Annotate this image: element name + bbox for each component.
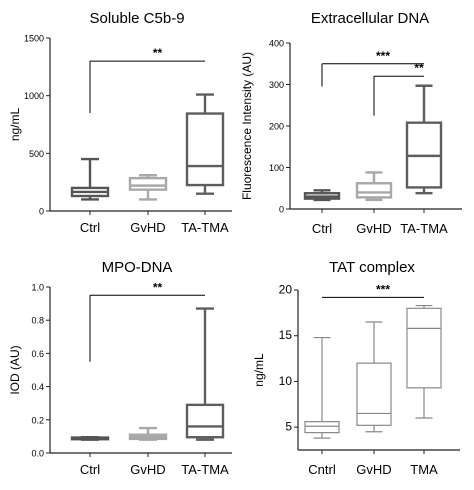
y-tick-label: 0.8 (31, 316, 44, 326)
y-tick-label: 0.2 (31, 415, 44, 425)
box-1 (70, 436, 110, 441)
y-tick-label: 0.0 (31, 449, 44, 459)
iqr-box (356, 362, 392, 426)
chart-panel-1: Soluble C5b-9 ng/mL 0 500 1000 1500 Ctrl GvHD TA… (8, 10, 232, 235)
box-1 (304, 336, 340, 439)
y-tick-label: 20 (279, 283, 293, 297)
x-category-label: GvHD (356, 221, 391, 236)
box-2 (355, 171, 393, 202)
x-category-label: TMA (410, 462, 438, 477)
y-tick-label: 0.6 (31, 349, 44, 359)
x-category-label: GvHD (356, 462, 391, 477)
chart-panel-3: MPO-DNA IOD (AU) 0.0 0.2 0.4 0.6 0.8 1.0 Ctrl GvH… (8, 259, 232, 477)
y-tick-label: 5 (285, 420, 292, 434)
significance-label: ** (414, 61, 424, 75)
x-category-label: TA-TMA (400, 221, 448, 236)
chart-panel-4: TAT complex ng/mL 5 10 15 20 Cntrl GvHD TMA *** (252, 259, 460, 477)
chart-title: MPO-DNA (102, 259, 173, 276)
y-tick-label: 500 (29, 149, 44, 159)
x-category-label: Ctrl (312, 221, 332, 236)
x-category-label: TA-TMA (181, 462, 229, 477)
box-1 (70, 157, 110, 201)
box-2 (356, 321, 392, 433)
significance-label: ** (153, 280, 163, 294)
box-3 (185, 307, 225, 441)
x-category-label: TA-TMA (181, 220, 229, 235)
y-tick-label: 15 (279, 328, 293, 342)
significance-bracket: ** (89, 46, 205, 113)
iqr-box (185, 403, 225, 439)
box-3 (185, 93, 225, 195)
significance-bracket: ** (373, 61, 424, 116)
y-tick-label: 100 (269, 163, 284, 173)
y-axis-label: IOD (AU) (8, 345, 22, 394)
y-tick-label: 1.0 (31, 283, 44, 293)
y-axis-label: ng/mL (252, 353, 266, 387)
y-tick-label: 300 (269, 80, 284, 90)
x-category-label: GvHD (130, 462, 165, 477)
y-tick-label: 0.4 (31, 382, 44, 392)
y-axis-label: Fluorescence Intensity (AU) (240, 52, 254, 200)
iqr-box (304, 421, 340, 434)
chart-title: Extracellular DNA (311, 10, 429, 27)
iqr-box (355, 182, 393, 199)
box-1 (303, 189, 341, 202)
significance-label: ** (153, 46, 163, 60)
x-category-label: Ctrl (80, 220, 100, 235)
significance-bracket: *** (321, 49, 424, 87)
significance-label: *** (376, 49, 390, 63)
y-tick-label: 400 (269, 39, 284, 49)
chart-title: TAT complex (329, 259, 415, 276)
box-2 (128, 426, 168, 441)
iqr-box (128, 176, 168, 191)
x-category-label: Cntrl (308, 462, 336, 477)
y-tick-label: 1500 (24, 34, 44, 44)
x-category-label: GvHD (130, 220, 165, 235)
x-category-label: Ctrl (80, 462, 100, 477)
significance-label: *** (376, 282, 390, 296)
box-2 (128, 174, 168, 201)
box-3 (406, 304, 442, 419)
significance-bracket: ** (89, 280, 205, 362)
chart-title: Soluble C5b-9 (89, 10, 184, 27)
significance-bracket: *** (322, 282, 424, 298)
iqr-box (406, 307, 442, 389)
chart-panel-2: Extracellular DNA Fluorescence Intensity … (240, 10, 462, 236)
y-tick-label: 200 (269, 122, 284, 132)
y-tick-label: 10 (279, 374, 293, 388)
y-tick-label: 0 (279, 205, 284, 215)
iqr-box (185, 112, 225, 187)
box-3 (405, 84, 443, 195)
y-tick-label: 1000 (24, 91, 44, 101)
y-axis-label: ng/mL (8, 108, 22, 142)
y-tick-label: 0 (39, 207, 44, 217)
